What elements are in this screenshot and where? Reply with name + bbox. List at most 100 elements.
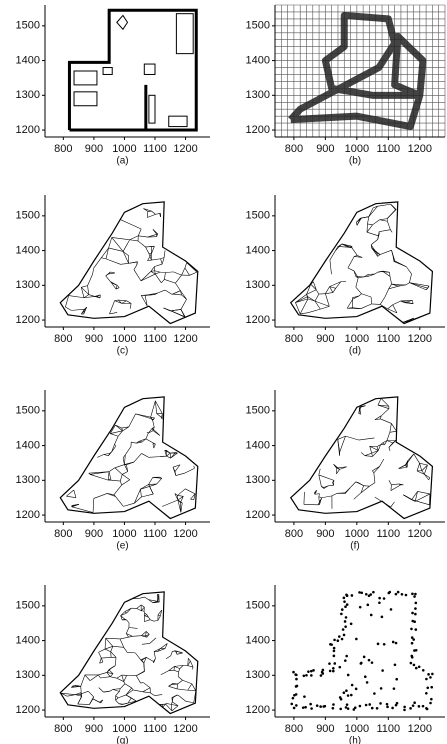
x-tick-label: 1100	[377, 723, 401, 735]
sample-dot	[316, 704, 319, 707]
mesh-edge	[141, 274, 155, 281]
mesh-edge	[300, 313, 308, 314]
mesh-edge	[352, 248, 357, 256]
mesh-edge	[179, 669, 180, 672]
sample-dot	[413, 595, 416, 598]
mesh-edge	[181, 299, 187, 309]
sample-dot	[347, 694, 350, 697]
mesh-edge	[371, 239, 378, 244]
mesh-edge	[116, 698, 119, 700]
mesh-edge	[367, 232, 378, 236]
mesh-edge	[158, 615, 160, 616]
mesh-edge	[124, 647, 128, 652]
sample-dot	[333, 655, 336, 658]
sample-dot	[365, 704, 368, 707]
x-tick-label: 1200	[173, 723, 197, 735]
mesh-edge	[153, 420, 155, 427]
sample-dot	[411, 620, 414, 623]
mesh-edge	[119, 689, 120, 692]
sample-dot	[330, 643, 333, 646]
mesh-edge	[161, 671, 169, 675]
x-tick-label: 1100	[143, 333, 167, 345]
mesh-edge	[101, 258, 106, 259]
mesh-edge	[134, 453, 142, 462]
x-tick-label: 1200	[408, 528, 432, 540]
sample-dot	[292, 671, 295, 674]
furniture	[117, 15, 128, 29]
mesh-edge	[124, 675, 127, 681]
mesh-edge	[141, 605, 144, 607]
mesh-edge	[137, 608, 142, 610]
x-tick-label: 1000	[112, 528, 136, 540]
mesh-edge	[389, 443, 393, 448]
mesh-edge	[295, 303, 300, 314]
mesh-edge	[182, 268, 185, 275]
mesh-edge	[98, 675, 100, 678]
mesh-edge	[178, 495, 184, 496]
mesh-edge	[406, 267, 411, 274]
mesh-edge	[348, 268, 354, 271]
x-tick-label: 900	[85, 143, 103, 155]
sample-dot	[328, 662, 331, 665]
mesh-edge	[380, 220, 388, 221]
mesh-edge	[151, 401, 156, 417]
mesh-edge	[367, 224, 368, 232]
mesh-edge	[74, 490, 76, 498]
mesh-edge	[365, 456, 373, 457]
sample-dot	[364, 675, 367, 678]
mesh-edge	[158, 290, 165, 293]
sample-dot	[293, 707, 296, 710]
mesh-edge	[330, 260, 332, 274]
mesh-edge	[143, 688, 150, 692]
mesh-edge	[178, 677, 182, 681]
mesh-outline	[291, 202, 433, 324]
sample-dot	[422, 705, 425, 708]
sample-dot	[310, 674, 313, 677]
y-tick-label: 1200	[246, 314, 270, 326]
sample-dot	[403, 706, 406, 709]
x-tick-label: 800	[54, 333, 72, 345]
sample-dot	[413, 664, 416, 667]
mesh-edge	[380, 250, 392, 254]
mesh-edge	[178, 680, 183, 684]
mesh-edge	[100, 677, 110, 678]
mesh-edge	[429, 478, 430, 480]
mesh-edge	[350, 482, 356, 488]
mesh-edge	[106, 276, 111, 282]
mesh-edge	[69, 296, 84, 298]
mesh-edge	[374, 473, 375, 483]
mesh-edge	[111, 652, 116, 657]
sample-dot	[354, 706, 357, 709]
mesh-edge	[125, 446, 131, 454]
mesh-edge	[98, 672, 107, 674]
sample-dot	[371, 707, 374, 710]
mesh-edge	[155, 271, 160, 272]
mesh-edge	[161, 279, 164, 282]
sample-dot	[346, 594, 349, 597]
mesh-edge	[173, 294, 182, 295]
mesh-edge	[412, 300, 413, 303]
mesh-edge	[372, 453, 373, 456]
mesh-edge	[417, 463, 419, 471]
x-tick-label: 1000	[112, 333, 136, 345]
mesh-edge	[424, 474, 428, 480]
sample-dot	[332, 670, 335, 673]
panel-caption: (f)	[350, 541, 359, 552]
mesh-edge	[348, 256, 354, 267]
sample-dot	[372, 591, 375, 594]
mesh-edge	[387, 221, 390, 229]
mesh-edge	[130, 236, 139, 240]
mesh-edge	[71, 309, 84, 310]
mesh-edge	[81, 675, 85, 686]
x-tick-label: 900	[316, 723, 334, 735]
sample-dot	[333, 662, 336, 665]
sample-dot	[295, 704, 298, 707]
mesh-edge	[155, 274, 161, 283]
mesh-edge	[387, 432, 390, 440]
sample-dot	[409, 707, 412, 710]
sample-dot	[392, 641, 395, 644]
panel-caption: (e)	[116, 541, 128, 552]
mesh-edge	[176, 473, 185, 476]
mesh-edge	[325, 294, 329, 307]
mesh-edge	[111, 282, 118, 286]
